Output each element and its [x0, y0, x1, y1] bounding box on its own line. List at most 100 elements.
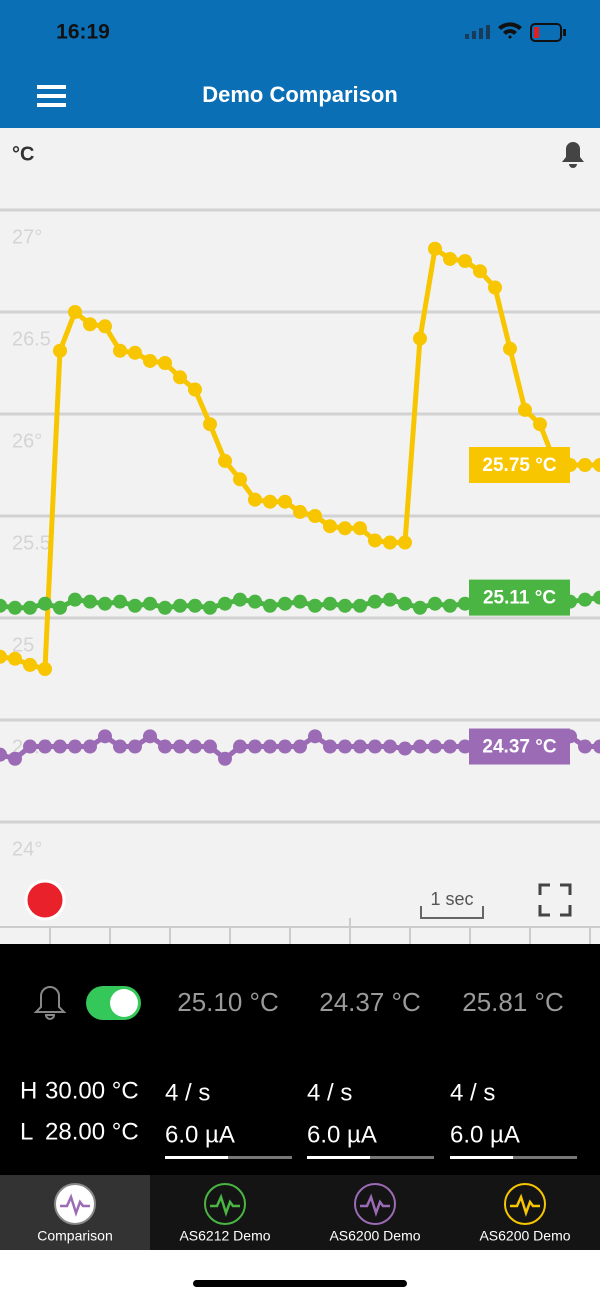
progress-fill: [307, 1156, 370, 1159]
data-point: [233, 592, 247, 607]
y-tick-label: 27°: [12, 226, 42, 248]
value-badge-text: 25.11 °C: [483, 588, 556, 609]
fullscreen-button[interactable]: [538, 883, 572, 917]
tab-icon: [54, 1183, 96, 1225]
record-button[interactable]: [24, 879, 66, 921]
status-icons: [465, 22, 566, 42]
data-point: [458, 254, 472, 268]
data-point: [308, 598, 322, 613]
data-point: [218, 453, 232, 468]
y-tick-label: 24°: [12, 838, 42, 860]
data-point: [518, 402, 532, 417]
progress-track: [307, 1156, 434, 1159]
time-scale: 1 sec: [430, 889, 473, 909]
data-point: [488, 280, 502, 295]
readings-panel: [0, 944, 600, 1175]
y-unit: °C: [12, 143, 34, 165]
progress-track: [450, 1156, 577, 1159]
data-point: [188, 382, 202, 397]
data-point: [68, 592, 82, 607]
data-point: [0, 747, 7, 762]
readings: 25.10 °C 24.37 °C 25.81 °C 4 / s 4 / s 4 / s 6…: [165, 987, 577, 1159]
data-point: [143, 353, 157, 368]
tab-label: AS6200 Demo: [479, 1228, 570, 1244]
data-point: [428, 739, 442, 754]
y-tick-label: 25: [12, 634, 34, 656]
data-point: [23, 600, 37, 615]
app-bar: [0, 0, 600, 128]
y-tick-label: 25.5: [12, 532, 51, 554]
data-point: [443, 598, 457, 613]
data-point: [8, 600, 22, 615]
scale-bracket: [420, 906, 484, 919]
data-point: [38, 596, 52, 611]
tab-icon-wave: [360, 1193, 390, 1217]
data-point: [38, 662, 52, 676]
current-draw: 6.0 µA: [165, 1121, 235, 1148]
data-point: [218, 751, 232, 766]
data-point: [533, 417, 547, 432]
data-point: [248, 739, 262, 754]
current-draw: 6.0 µA: [450, 1121, 520, 1148]
data-point: [128, 739, 142, 754]
high-limit: 30.00 °C: [45, 1077, 139, 1104]
data-point: [503, 341, 517, 356]
data-point: [293, 594, 307, 609]
data-point: [53, 600, 67, 615]
data-point: [248, 492, 262, 507]
data-point: [68, 305, 82, 319]
data-point: [98, 729, 112, 744]
data-point: [53, 739, 67, 754]
data-point: [143, 729, 157, 744]
y-tick-label: 26.5: [12, 328, 51, 350]
progress-track: [165, 1156, 292, 1159]
progress-fill: [450, 1156, 513, 1159]
data-point: [458, 739, 472, 754]
tab-label: AS6200 Demo: [329, 1228, 420, 1244]
time-ruler: [0, 918, 600, 944]
data-point: [98, 319, 112, 334]
data-point: [203, 417, 217, 432]
low-prefix: L: [20, 1118, 33, 1145]
data-point: [113, 343, 127, 358]
data-point: [353, 521, 367, 536]
alarm-icon: [33, 985, 67, 1020]
data-point: [323, 739, 337, 754]
data-point: [263, 494, 277, 509]
home-indicator: [193, 1280, 407, 1287]
sample-rate: 4 / s: [165, 1079, 210, 1106]
data-point: [578, 592, 592, 607]
data-point: [83, 317, 97, 332]
data-point: [113, 739, 127, 754]
data-point: [443, 251, 457, 266]
progress-fill: [165, 1156, 228, 1159]
alarm-icon[interactable]: [562, 142, 584, 168]
data-point: [278, 596, 292, 611]
tab-label: AS6212 Demo: [179, 1228, 270, 1244]
data-point: [248, 594, 262, 609]
data-point: [263, 598, 277, 613]
data-point: [23, 657, 37, 672]
data-point: [233, 472, 247, 487]
data-point: [443, 739, 457, 754]
data-point: [173, 739, 187, 754]
low-limit: 28.00 °C: [45, 1118, 139, 1145]
home-area: [0, 1250, 600, 1299]
data-point: [8, 651, 22, 666]
data-point: [383, 535, 397, 550]
data-point: [383, 592, 397, 607]
data-point: [338, 598, 352, 613]
data-point: [353, 598, 367, 613]
tab-icon: [354, 1183, 396, 1225]
menu-button[interactable]: [37, 85, 66, 107]
data-point: [173, 598, 187, 613]
data-point: [98, 596, 112, 611]
data-point: [128, 345, 142, 360]
data-point: [473, 264, 487, 279]
current-reading: 25.10 °C: [177, 987, 278, 1017]
value-badge-text: 25.75 °C: [482, 455, 556, 476]
data-point: [188, 598, 202, 613]
data-point: [353, 739, 367, 754]
